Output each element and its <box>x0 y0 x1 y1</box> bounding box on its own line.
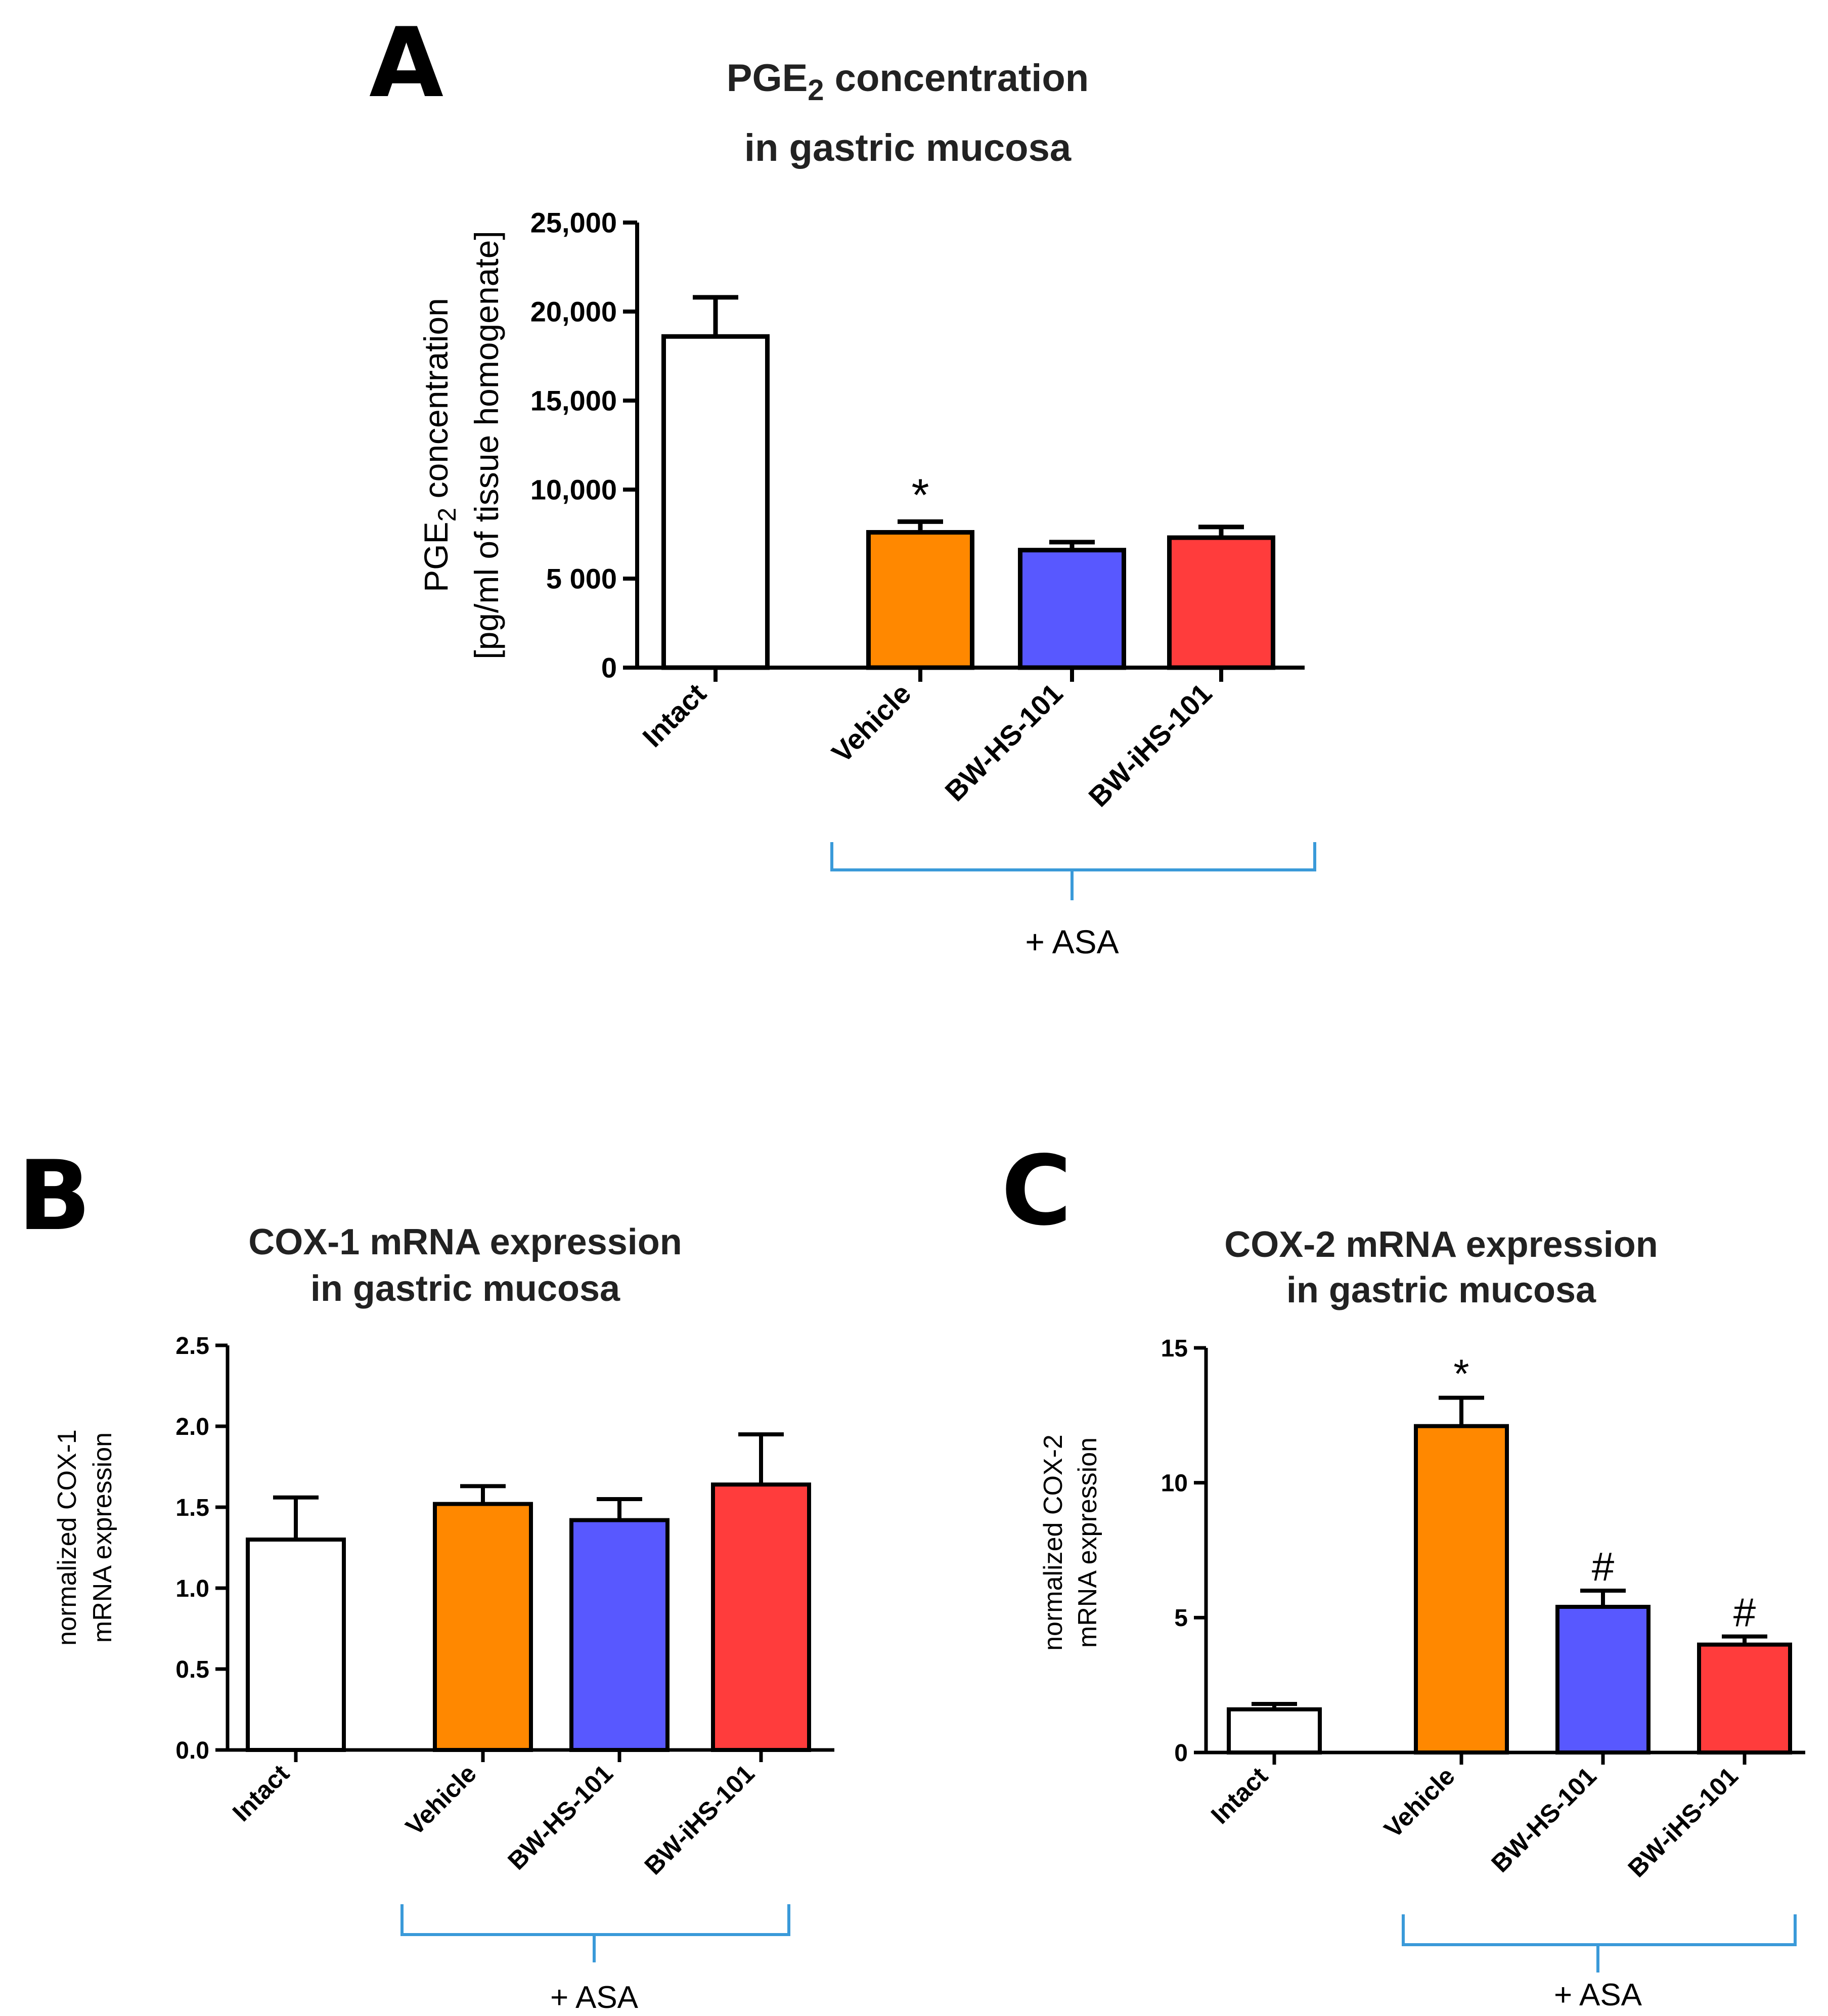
error-bar <box>693 295 738 337</box>
panel-b: B COX-1 mRNA expression in gastric mucos… <box>18 1140 834 2015</box>
panel-b-title-line2: in gastric mucosa <box>310 1268 620 1309</box>
panel-a-title-line1: PGE2 concentration <box>727 57 1089 107</box>
panel-b-y-ticks: 0.0 0.5 1.0 1.5 2.0 2.5 <box>175 1333 228 1764</box>
y-tick-label: 1.5 <box>175 1495 209 1521</box>
y-tick-label: 15,000 <box>530 385 617 417</box>
panel-b-categories: Intact Vehicle BW-HS-101 BW-iHS-101 <box>227 1750 763 1880</box>
error-bar <box>597 1497 642 1520</box>
category-label: BW-HS-101 <box>1486 1762 1601 1877</box>
y-tick-label: 10,000 <box>530 474 617 506</box>
y-tick-label: 10 <box>1161 1470 1188 1497</box>
panel-a-asa-label: + ASA <box>1025 923 1119 960</box>
category-label: Vehicle <box>1378 1762 1460 1843</box>
panel-a-y-ticks: 0 5 000 10,000 15,000 20,000 25,000 <box>530 207 637 684</box>
panel-c-bars: * # # <box>1227 1351 1792 1755</box>
bar-vehicle <box>1414 1424 1509 1755</box>
panel-c: C COX-2 mRNA expression in gastric mucos… <box>1001 1135 1805 2012</box>
bar-bw-ihs-101 <box>1697 1642 1792 1755</box>
panel-b-ylabel-line1: normalized COX-1 <box>53 1429 82 1646</box>
y-tick-label: 5 000 <box>546 563 617 595</box>
y-tick-label: 2.5 <box>175 1333 209 1360</box>
panel-a-label: A <box>369 7 443 119</box>
category-label: BW-HS-101 <box>939 677 1068 807</box>
bar-bw-ihs-101 <box>1167 535 1275 670</box>
panel-c-categories: Intact Vehicle BW-HS-101 BW-iHS-101 <box>1206 1752 1747 1882</box>
panel-a-title-line2: in gastric mucosa <box>744 126 1072 169</box>
bar-intact <box>661 334 770 670</box>
panel-b-asa-bracket <box>400 1904 790 1962</box>
category-label: Intact <box>227 1759 295 1827</box>
category-label: BW-iHS-101 <box>1623 1762 1744 1882</box>
y-tick-label: 15 <box>1161 1335 1188 1362</box>
significance-mark: # <box>1592 1544 1615 1589</box>
error-bar <box>1580 1589 1626 1607</box>
y-tick-label: 2.0 <box>175 1414 209 1440</box>
bar-bw-hs-101 <box>1555 1605 1651 1755</box>
panel-c-asa-bracket <box>1402 1914 1797 1973</box>
bar-vehicle <box>866 530 974 670</box>
error-bar <box>460 1484 506 1504</box>
panel-c-label: C <box>1001 1135 1072 1247</box>
panel-b-ylabel-line2: mRNA expression <box>88 1432 117 1643</box>
category-label: BW-HS-101 <box>502 1759 618 1875</box>
bar-bw-ihs-101 <box>711 1482 811 1752</box>
y-tick-label: 25,000 <box>530 207 617 239</box>
y-tick-label: 0.5 <box>175 1656 209 1683</box>
bar-vehicle <box>433 1502 533 1752</box>
significance-mark: * <box>911 470 929 520</box>
bar-bw-hs-101 <box>569 1518 670 1752</box>
panel-c-ylabel-line2: mRNA expression <box>1073 1437 1102 1648</box>
category-label: Vehicle <box>825 677 917 769</box>
category-label: BW-iHS-101 <box>639 1759 760 1880</box>
panel-c-y-ticks: 0 5 10 15 <box>1161 1335 1206 1767</box>
panel-c-title-line1: COX-2 mRNA expression <box>1224 1224 1658 1265</box>
panel-a: A PGE2 concentration in gastric mucosa P… <box>369 7 1316 960</box>
panel-c-title-line2: in gastric mucosa <box>1286 1270 1596 1310</box>
significance-mark: * <box>1453 1351 1469 1396</box>
y-tick-label: 20,000 <box>530 296 617 328</box>
significance-mark: # <box>1733 1590 1756 1635</box>
panel-c-ylabel-line1: normalized COX-2 <box>1039 1434 1068 1651</box>
y-tick-label: 0 <box>601 652 617 684</box>
y-tick-label: 0.0 <box>175 1737 209 1764</box>
error-bar <box>273 1495 319 1540</box>
category-label: Intact <box>636 677 712 753</box>
panel-b-title-line1: COX-1 mRNA expression <box>248 1222 682 1262</box>
bar-intact <box>1227 1707 1322 1755</box>
panel-a-categories: Intact Vehicle BW-HS-101 BW-iHS-101 <box>636 668 1223 813</box>
y-tick-label: 0 <box>1174 1740 1188 1767</box>
panel-b-asa-label: + ASA <box>550 1980 639 2015</box>
panel-a-asa-bracket <box>830 842 1316 900</box>
error-bar <box>1439 1395 1484 1426</box>
error-bar <box>738 1432 784 1485</box>
category-label: Intact <box>1206 1762 1273 1829</box>
y-tick-label: 5 <box>1174 1605 1188 1632</box>
panel-b-label: B <box>18 1140 91 1252</box>
bar-bw-hs-101 <box>1018 548 1126 670</box>
category-label: Vehicle <box>400 1759 481 1840</box>
y-tick-label: 1.0 <box>175 1575 209 1602</box>
panel-a-ylabel-line1: PGE2 concentration <box>417 298 461 592</box>
category-label: BW-iHS-101 <box>1082 677 1218 813</box>
panel-a-ylabel-line2: [pg/ml of tissue homogenate] <box>468 231 505 660</box>
panel-c-asa-label: + ASA <box>1554 1978 1642 2012</box>
bar-intact <box>246 1538 346 1752</box>
panel-b-bars <box>246 1432 811 1752</box>
panel-a-bars: * <box>661 295 1275 670</box>
